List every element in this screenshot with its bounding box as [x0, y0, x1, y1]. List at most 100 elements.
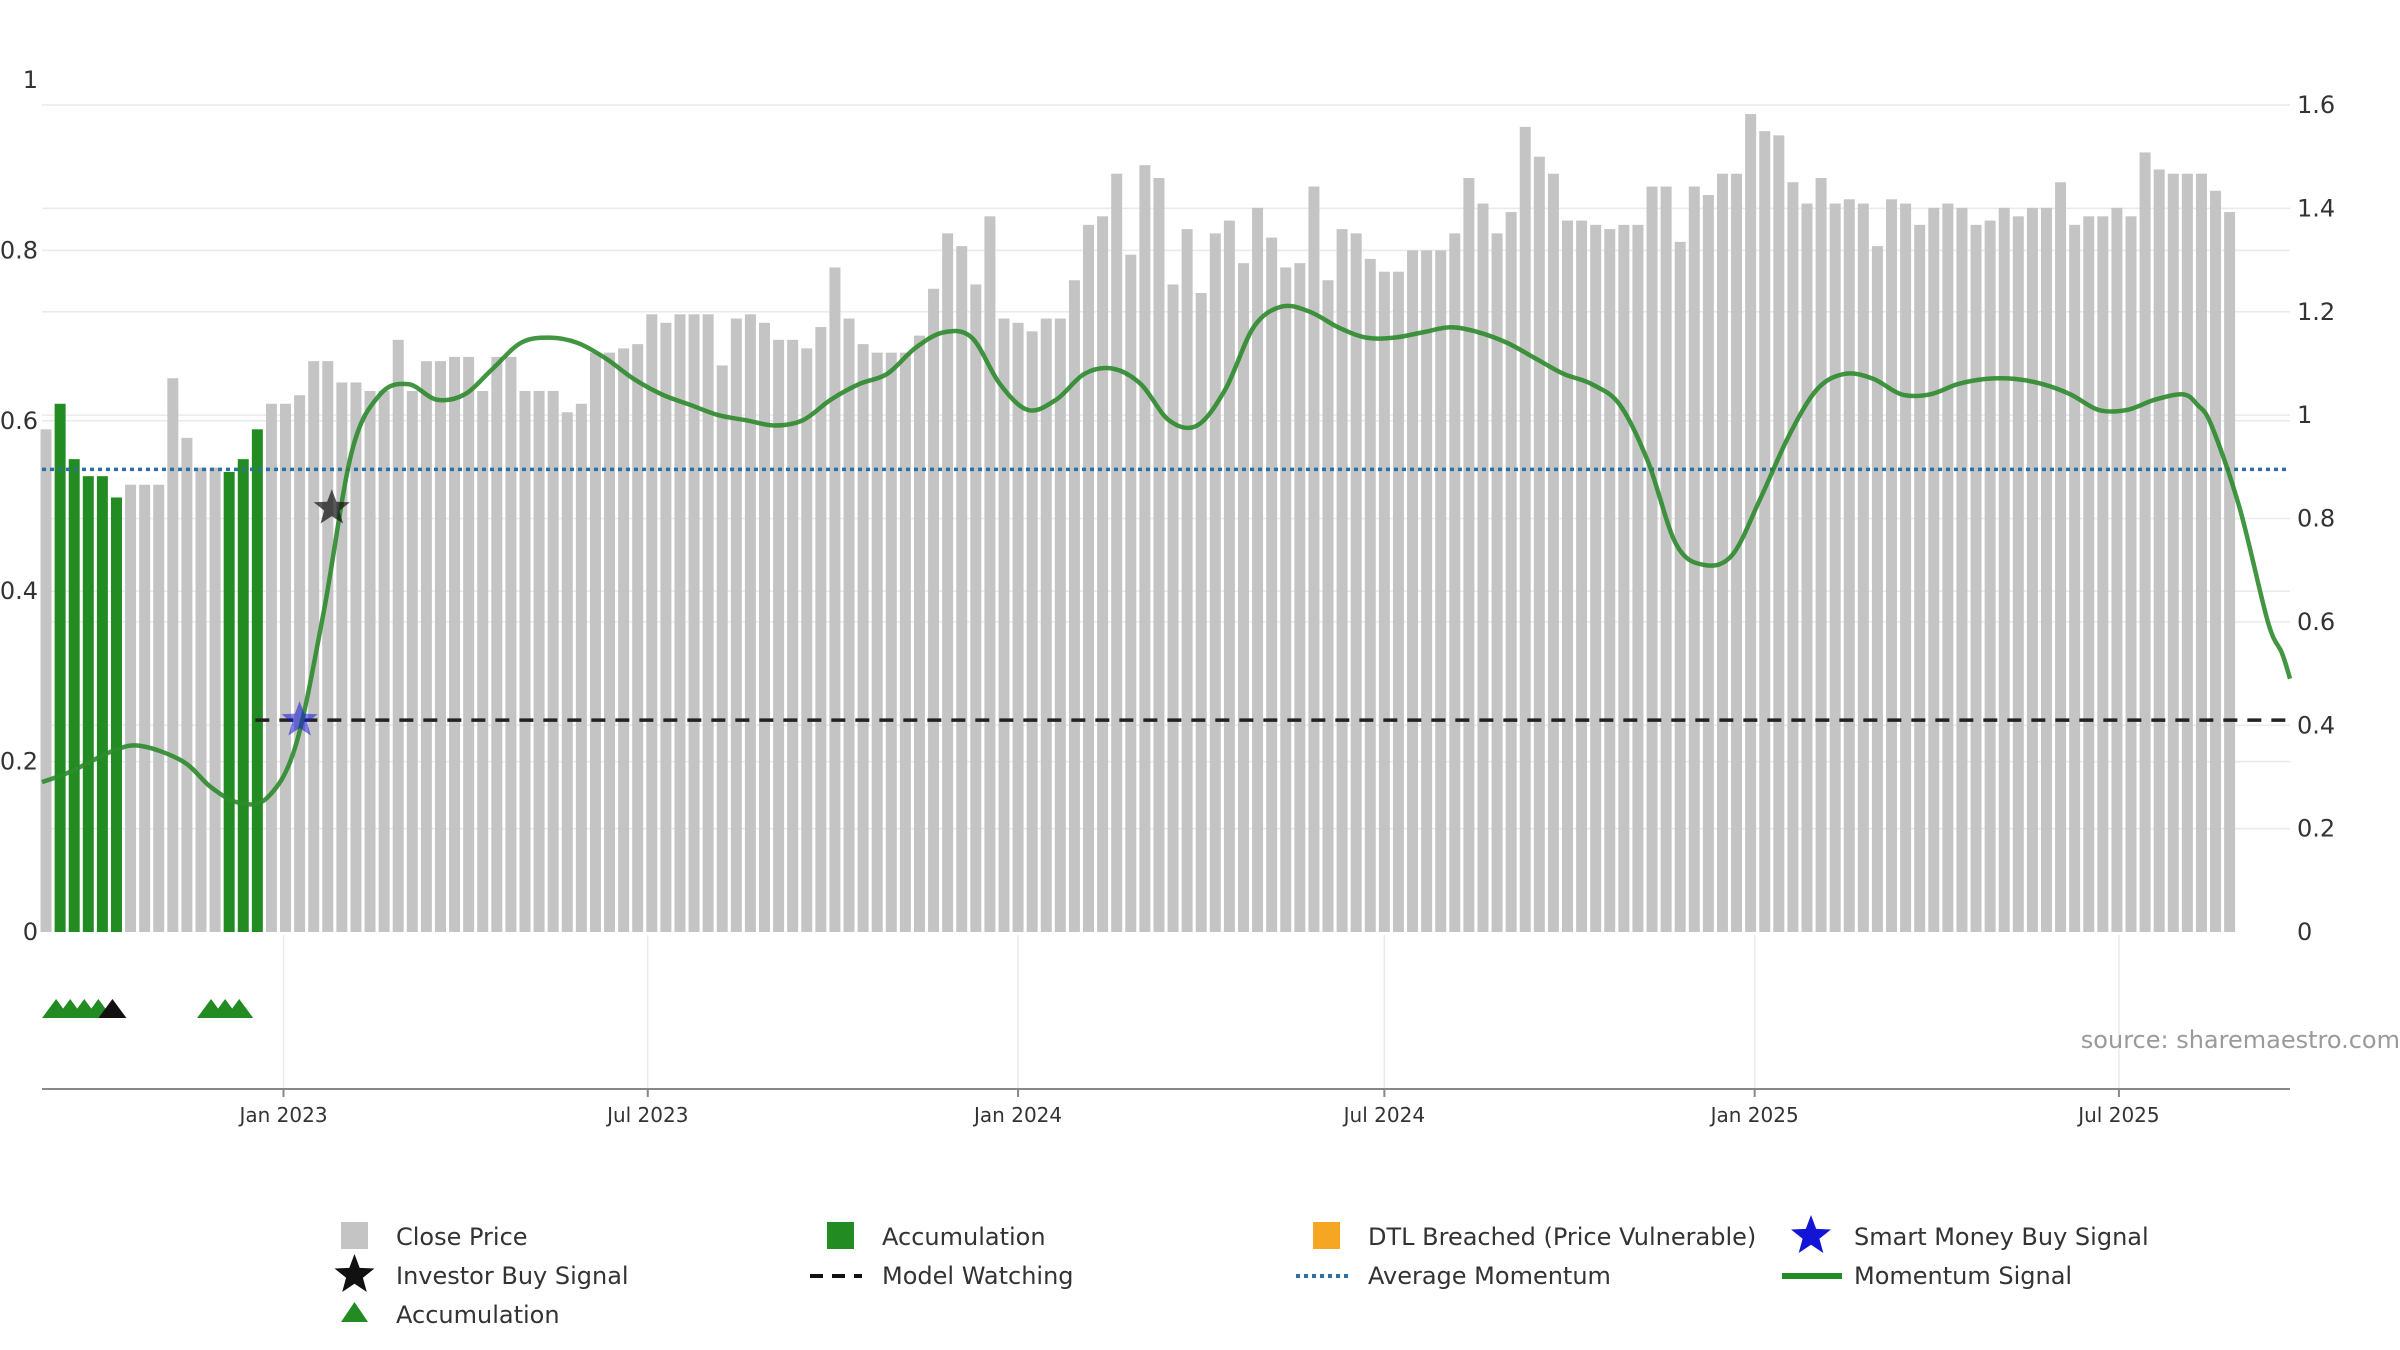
dtl-swatch [1313, 1222, 1340, 1249]
close-price-bar [1012, 322, 1024, 932]
close-price-bar [928, 288, 940, 932]
close-price-bar [1195, 293, 1207, 932]
left-axis-tick-label: 0.4 [0, 577, 38, 605]
accumulation-bar [110, 497, 122, 932]
close-price-bar [1970, 224, 1982, 933]
close-price-bar [2195, 173, 2207, 933]
right-axis-tick-label: 0.6 [2297, 608, 2335, 636]
close-price-bar [1914, 224, 1926, 933]
close-price-bar [519, 390, 531, 933]
close-price-swatch [341, 1222, 368, 1249]
close-price-bar [575, 403, 587, 932]
close-price-bar [1111, 173, 1123, 933]
legend-item-average-momentum: Average Momentum [1296, 1262, 1611, 1290]
accumulation-swatch [827, 1222, 854, 1249]
close-price-bar [1181, 229, 1193, 933]
close-price-bar [1618, 224, 1630, 933]
close-price-bar [209, 467, 221, 932]
close-price-bar [505, 356, 517, 932]
close-price-bar [1167, 284, 1179, 933]
close-price-bar [547, 390, 559, 933]
close-price-bar [1632, 224, 1644, 933]
close-price-bar [1590, 224, 1602, 933]
momentum-signal-line [41, 303, 2293, 807]
close-price-bar [1040, 318, 1052, 932]
close-price-bar [420, 361, 432, 932]
legend-label-accumulation-marker: Accumulation [396, 1301, 560, 1329]
close-price-bar [167, 378, 179, 932]
left-axis-tick-label: 0.6 [0, 407, 38, 435]
close-price-bar [1716, 173, 1728, 933]
close-price-bar [1900, 203, 1912, 933]
close-price-bar [730, 318, 742, 932]
close-price-bar [265, 403, 277, 932]
close-price-bar [1294, 263, 1306, 932]
close-price-bar [956, 246, 968, 932]
close-price-bar [350, 382, 362, 933]
close-price-bar [2069, 224, 2081, 933]
close-price-bar [913, 335, 925, 933]
accumulation-bar [237, 459, 249, 932]
smart-money-star-icon [1791, 1215, 1831, 1253]
close-price-bar [998, 318, 1010, 932]
x-axis-tick-label: Jul 2023 [605, 1103, 688, 1127]
close-price-bar [2040, 207, 2052, 933]
close-price-bar [1604, 229, 1616, 933]
x-axis-tick-label: Jan 2023 [237, 1103, 327, 1127]
accumulation-bar [82, 476, 94, 932]
close-price-bar [336, 382, 348, 933]
close-price-bar [1125, 254, 1137, 932]
legend-label-momentum-signal: Momentum Signal [1854, 1262, 2072, 1290]
close-price-bar [702, 314, 714, 932]
close-price-bar [1477, 203, 1489, 933]
right-axis-tick-label: 0.4 [2297, 711, 2335, 739]
close-price-bar [561, 412, 573, 932]
accumulation-triangle-icon [341, 1302, 368, 1322]
right-axis-tick-label: 0.2 [2297, 815, 2335, 843]
close-price-bar [942, 233, 954, 933]
left-axis-ticks: 0 0.2 0.4 0.6 0.8 [0, 236, 38, 946]
close-price-bar [2055, 182, 2067, 933]
close-price-bar [533, 390, 545, 933]
close-price-bar [294, 395, 306, 932]
close-price-bar [477, 390, 489, 933]
close-price-bar [1392, 271, 1404, 932]
close-price-bar [1871, 246, 1883, 932]
close-price-bar [1068, 280, 1080, 933]
close-price-bar [1322, 280, 1334, 933]
accumulation-bar [68, 459, 80, 932]
accumulation-bar [54, 403, 66, 932]
close-price-bar [1266, 237, 1278, 932]
right-axis-ticks: 0 0.2 0.4 0.6 0.8 1 1.2 1.4 1.6 [2297, 91, 2335, 946]
close-price-bar [871, 352, 883, 932]
right-axis-tick-label: 1 [2297, 401, 2312, 429]
close-price-bar [1223, 220, 1235, 932]
close-price-bar [181, 437, 193, 932]
close-price-bar [125, 484, 137, 932]
accumulation-bar [251, 429, 263, 932]
close-price-bar [801, 348, 813, 932]
close-price-bar [308, 361, 320, 932]
close-price-bar [1576, 220, 1588, 932]
close-price-bar [1773, 135, 1785, 932]
close-price-bar [716, 365, 728, 932]
legend-item-investor: Investor Buy Signal [334, 1254, 629, 1292]
close-price-bar [1660, 186, 1672, 932]
right-axis-tick-label: 1.2 [2297, 298, 2335, 326]
legend-label-smart-money: Smart Money Buy Signal [1854, 1223, 2149, 1251]
close-price-bar [1378, 271, 1390, 932]
legend-item-dtl-breached: DTL Breached (Price Vulnerable) [1313, 1222, 1756, 1251]
close-price-bar [1674, 241, 1686, 932]
close-price-bar [1407, 250, 1419, 932]
close-price-bar [2026, 207, 2038, 933]
legend-item-accumulation-marker: Accumulation [341, 1301, 560, 1329]
close-price-bar [1815, 177, 1827, 933]
close-price-bar [40, 429, 52, 932]
close-price-bar [1956, 207, 1968, 933]
legend-label-accumulation-bar: Accumulation [882, 1223, 1046, 1251]
close-price-bar [829, 267, 841, 932]
close-price-bar [744, 314, 756, 932]
accumulation-marker [225, 999, 254, 1018]
smart-money-buy-signal-marker [281, 701, 318, 736]
close-price-bar [1942, 203, 1954, 933]
